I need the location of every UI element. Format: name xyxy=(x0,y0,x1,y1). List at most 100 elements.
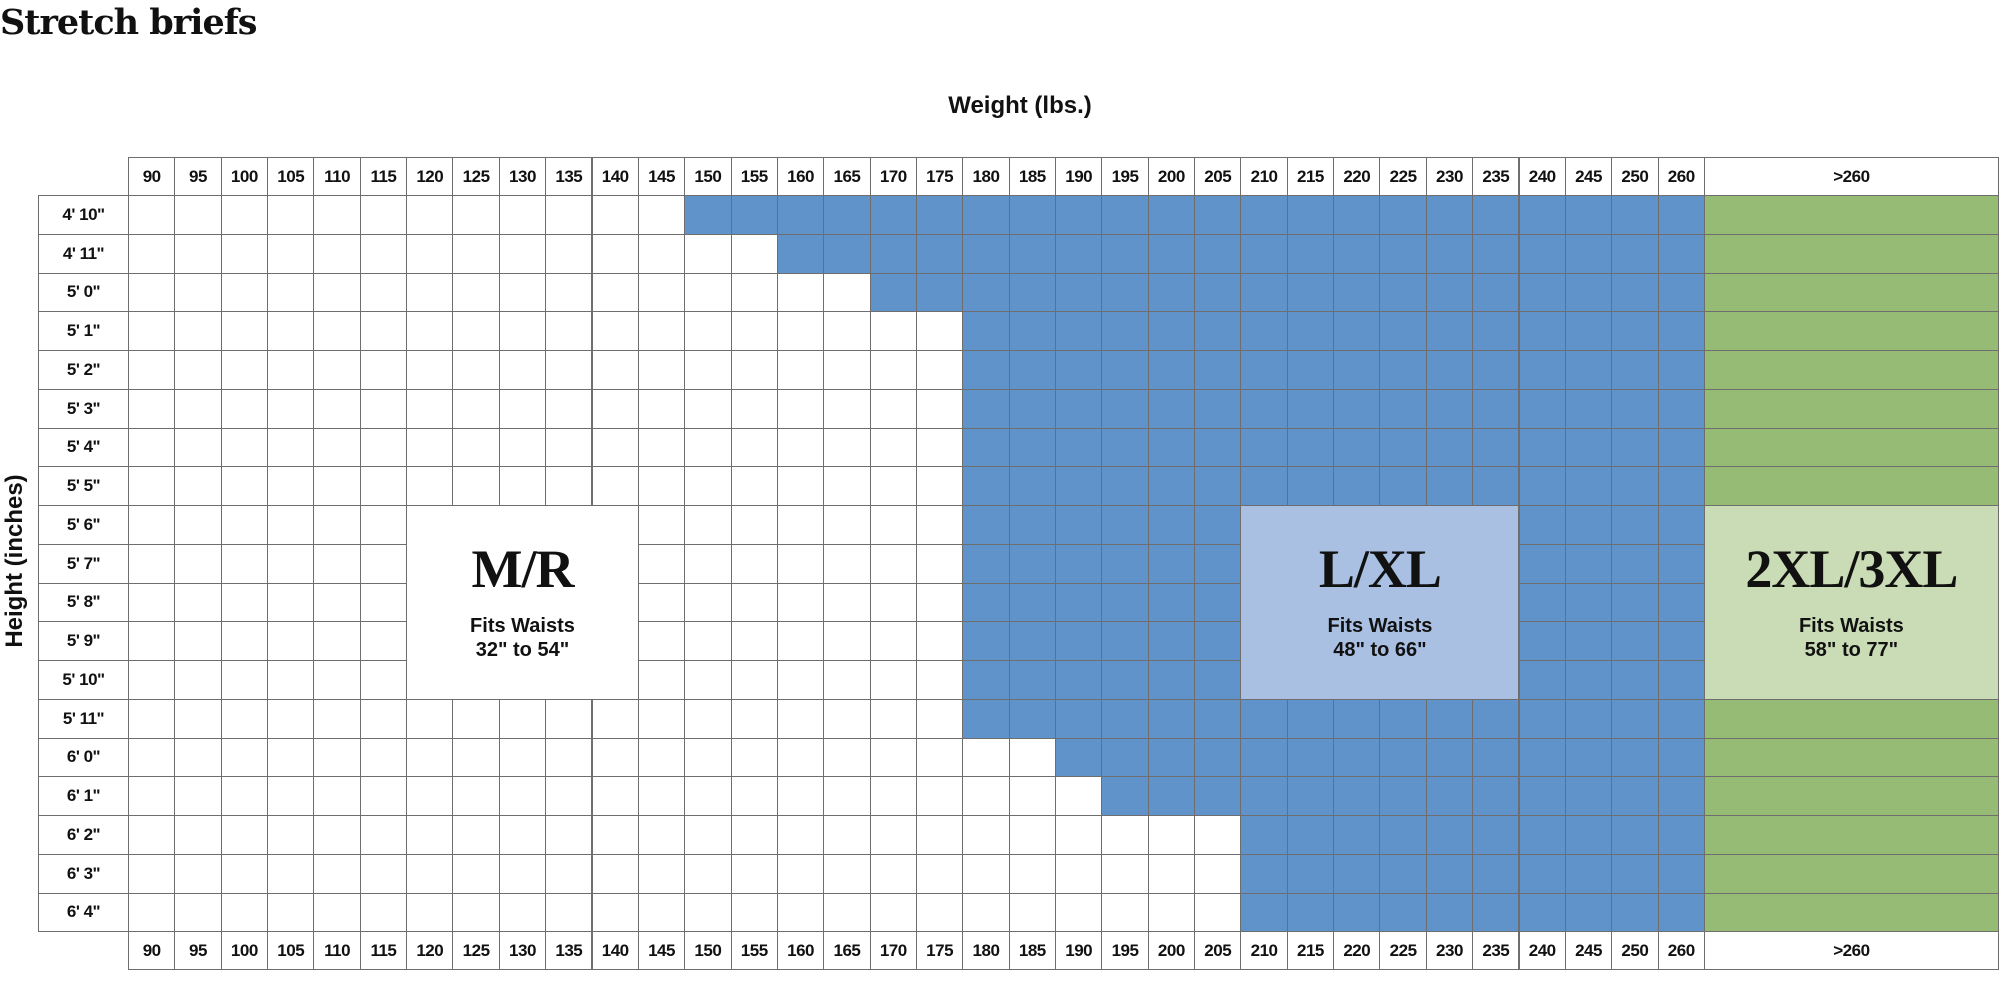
cell-m-r xyxy=(313,815,361,855)
cell-m-r xyxy=(220,505,269,545)
size-name: M/R xyxy=(471,539,574,600)
cell-l-xl xyxy=(1611,388,1659,429)
cell-l-xl xyxy=(1472,195,1520,235)
cell-m-r xyxy=(359,853,408,894)
cell-m-r xyxy=(313,892,361,933)
waist-range: 48" to 66" xyxy=(1333,639,1427,662)
weight-header-top: 250 xyxy=(1611,157,1659,196)
cell-l-xl xyxy=(1101,272,1149,313)
cell-l-xl xyxy=(1286,737,1335,778)
weight-header-bottom: 100 xyxy=(220,931,269,971)
cell-m-r xyxy=(267,853,315,894)
size-name: L/XL xyxy=(1318,539,1442,600)
page-title: Stretch briefs xyxy=(0,2,257,43)
cell-l-xl xyxy=(1055,233,1103,274)
height-row-label: 6' 3" xyxy=(38,853,129,894)
height-row-label: 6' 2" xyxy=(38,815,129,855)
cell-m-r xyxy=(915,853,964,894)
cell-m-r xyxy=(267,466,315,506)
weight-header-top: >260 xyxy=(1703,157,1999,196)
cell-m-r xyxy=(1147,892,1196,933)
cell-m-r xyxy=(1055,892,1103,933)
cell-l-xl xyxy=(1101,233,1149,274)
cell-l-xl xyxy=(1425,737,1474,778)
cell-m-r xyxy=(359,815,408,855)
cell-m-r xyxy=(823,388,871,429)
cell-l-xl xyxy=(1333,892,1381,933)
cell-l-xl xyxy=(915,233,964,274)
cell-l-xl xyxy=(1518,350,1566,390)
cell-m-r xyxy=(498,388,547,429)
cell-l-xl xyxy=(1564,621,1613,661)
cell-m-r xyxy=(174,543,222,584)
cell-l-xl xyxy=(1240,272,1288,313)
cell-m-r xyxy=(498,233,547,274)
cell-m-r xyxy=(313,776,361,816)
cell-m-r xyxy=(220,660,269,700)
cell-l-xl xyxy=(1564,698,1613,739)
cell-l-xl xyxy=(1379,427,1427,468)
cell-m-r xyxy=(406,350,454,390)
cell-l-xl xyxy=(1425,311,1474,351)
cell-l-xl xyxy=(962,660,1010,700)
cell-l-xl xyxy=(1564,350,1613,390)
waist-range: 58" to 77" xyxy=(1804,639,1899,662)
cell-m-r xyxy=(406,272,454,313)
cell-m-r xyxy=(174,350,222,390)
cell-m-r xyxy=(452,737,500,778)
weight-header-top: 205 xyxy=(1194,157,1242,196)
cell-l-xl xyxy=(1425,350,1474,390)
cell-l-xl xyxy=(1147,543,1196,584)
cell-l-xl xyxy=(1101,737,1149,778)
cell-l-xl xyxy=(1055,388,1103,429)
cell-m-r xyxy=(174,388,222,429)
cell-l-xl xyxy=(1333,853,1381,894)
weight-header-top: 210 xyxy=(1240,157,1288,196)
weight-header-bottom: 140 xyxy=(591,931,639,971)
cell-m-r xyxy=(220,582,269,623)
cell-m-r xyxy=(637,272,686,313)
cell-m-r xyxy=(730,388,778,429)
cell-m-r xyxy=(1194,892,1242,933)
cell-m-r xyxy=(637,543,686,584)
cell-l-xl xyxy=(1240,737,1288,778)
cell-l-xl xyxy=(1101,350,1149,390)
cell-m-r xyxy=(684,466,732,506)
cell-l-xl xyxy=(1611,582,1659,623)
cell-m-r xyxy=(267,195,315,235)
weight-header-bottom: 210 xyxy=(1240,931,1288,971)
cell-l-xl xyxy=(1611,543,1659,584)
cell-m-r xyxy=(962,737,1010,778)
cell-l-xl xyxy=(1008,272,1056,313)
cell-2xl-3xl xyxy=(1703,466,1999,506)
cell-m-r xyxy=(730,311,778,351)
cell-m-r xyxy=(823,272,871,313)
cell-m-r xyxy=(220,466,269,506)
cell-l-xl xyxy=(1008,233,1056,274)
weight-header-bottom: 150 xyxy=(684,931,732,971)
cell-l-xl xyxy=(1147,582,1196,623)
cell-l-xl xyxy=(962,233,1010,274)
cell-m-r xyxy=(962,853,1010,894)
y-axis-label: Height (inches) xyxy=(1,474,28,648)
cell-m-r xyxy=(730,466,778,506)
cell-l-xl xyxy=(1147,272,1196,313)
cell-m-r xyxy=(591,815,639,855)
cell-l-xl xyxy=(1055,195,1103,235)
cell-l-xl xyxy=(1425,427,1474,468)
cell-m-r xyxy=(406,737,454,778)
weight-header-top: 190 xyxy=(1055,157,1103,196)
weight-header-bottom: 120 xyxy=(406,931,454,971)
weight-header-top: 110 xyxy=(313,157,361,196)
cell-m-r xyxy=(915,543,964,584)
weight-header-top: 145 xyxy=(637,157,686,196)
cell-m-r xyxy=(730,892,778,933)
cell-l-xl xyxy=(1147,698,1196,739)
size-name: 2XL/3XL xyxy=(1745,539,1958,600)
cell-m-r xyxy=(220,621,269,661)
cell-m-r xyxy=(267,776,315,816)
cell-m-r xyxy=(174,427,222,468)
cell-m-r xyxy=(684,660,732,700)
cell-m-r xyxy=(684,853,732,894)
cell-l-xl xyxy=(962,272,1010,313)
